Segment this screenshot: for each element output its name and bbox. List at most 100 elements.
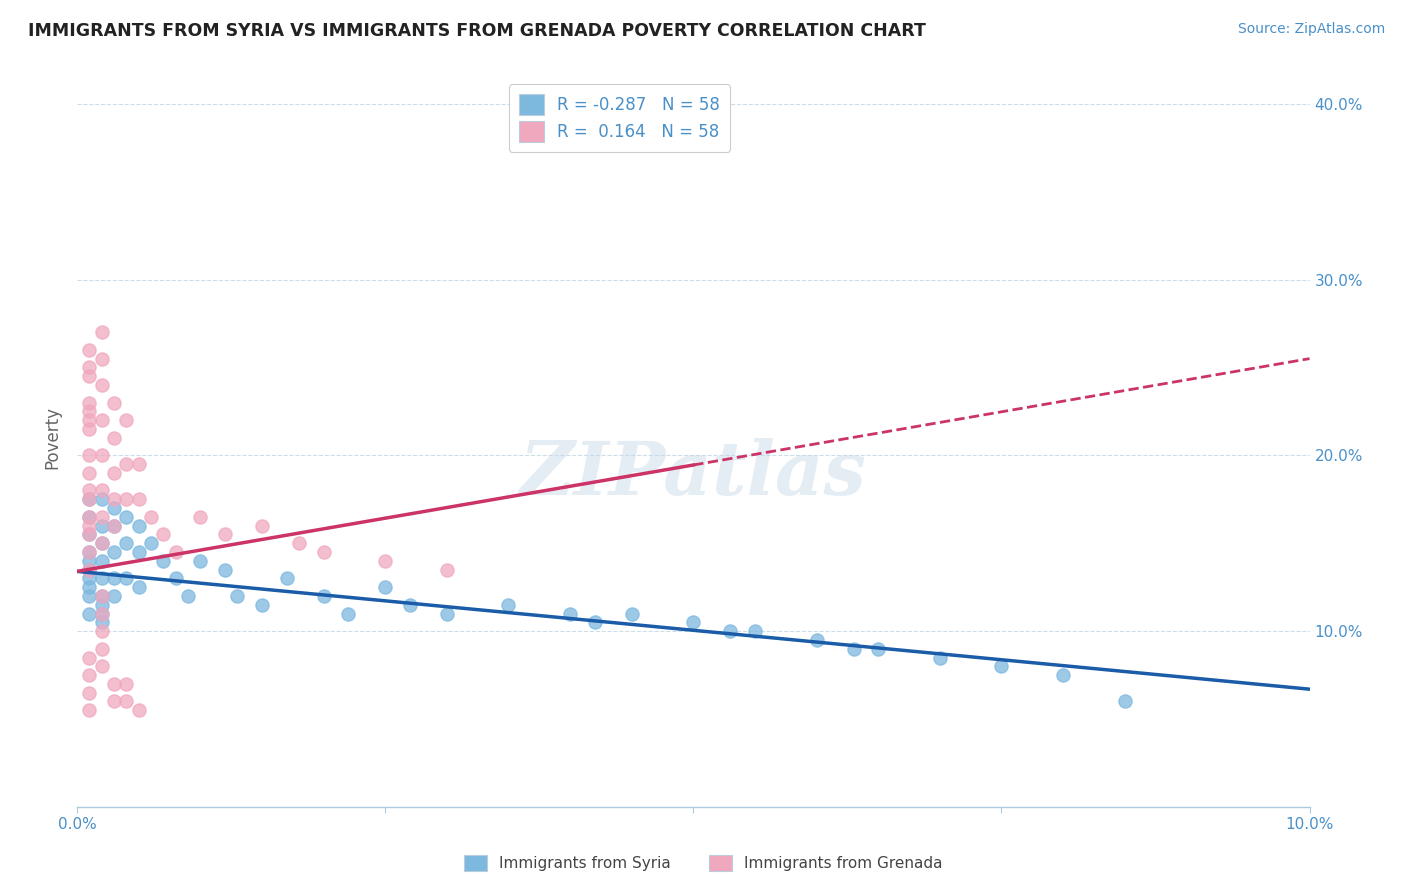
Point — [139, 536, 162, 550]
Point — [90, 413, 112, 427]
Point — [79, 492, 101, 507]
Point — [79, 404, 101, 418]
Point — [115, 677, 138, 691]
Point — [128, 580, 150, 594]
Point — [165, 571, 187, 585]
Point — [79, 580, 101, 594]
Point — [90, 483, 112, 498]
Point — [90, 589, 112, 603]
Point — [115, 492, 138, 507]
Point — [436, 607, 458, 621]
Point — [90, 554, 112, 568]
Point — [79, 343, 101, 357]
Point — [79, 545, 101, 559]
Point — [165, 545, 187, 559]
Point — [90, 607, 112, 621]
Point — [868, 641, 890, 656]
Point — [79, 686, 101, 700]
Point — [79, 413, 101, 427]
Point — [152, 554, 174, 568]
Point — [79, 518, 101, 533]
Point — [928, 650, 950, 665]
Point — [128, 457, 150, 471]
Point — [103, 518, 125, 533]
Point — [79, 607, 101, 621]
Point — [79, 466, 101, 480]
Point — [103, 501, 125, 516]
Point — [103, 466, 125, 480]
Point — [79, 668, 101, 682]
Point — [115, 457, 138, 471]
Point — [90, 509, 112, 524]
Point — [90, 351, 112, 366]
Point — [620, 607, 643, 621]
Point — [583, 615, 606, 630]
Point — [744, 624, 766, 639]
Point — [103, 589, 125, 603]
Point — [188, 509, 211, 524]
Point — [79, 554, 101, 568]
Point — [188, 554, 211, 568]
Point — [276, 571, 298, 585]
Point — [128, 518, 150, 533]
Point — [79, 509, 101, 524]
Point — [103, 545, 125, 559]
Point — [90, 448, 112, 462]
Point — [90, 615, 112, 630]
Point — [103, 677, 125, 691]
Point — [79, 703, 101, 717]
Point — [79, 571, 101, 585]
Point — [79, 422, 101, 436]
Point — [250, 518, 273, 533]
Point — [90, 536, 112, 550]
Text: IMMIGRANTS FROM SYRIA VS IMMIGRANTS FROM GRENADA POVERTY CORRELATION CHART: IMMIGRANTS FROM SYRIA VS IMMIGRANTS FROM… — [28, 22, 927, 40]
Point — [374, 554, 396, 568]
Point — [90, 536, 112, 550]
Point — [718, 624, 741, 639]
Point — [90, 624, 112, 639]
Point — [90, 641, 112, 656]
Point — [398, 598, 420, 612]
Point — [79, 360, 101, 375]
Point — [1052, 668, 1074, 682]
Point — [90, 659, 112, 673]
Point — [558, 607, 581, 621]
Point — [115, 413, 138, 427]
Point — [115, 509, 138, 524]
Point — [90, 378, 112, 392]
Point — [436, 563, 458, 577]
Point — [337, 607, 360, 621]
Text: ZIPatlas: ZIPatlas — [520, 439, 866, 511]
Point — [79, 483, 101, 498]
Point — [90, 325, 112, 339]
Point — [90, 598, 112, 612]
Point — [682, 615, 704, 630]
Point — [226, 589, 249, 603]
Point — [128, 545, 150, 559]
Legend: Immigrants from Syria, Immigrants from Grenada: Immigrants from Syria, Immigrants from G… — [457, 849, 949, 877]
Point — [152, 527, 174, 541]
Point — [90, 571, 112, 585]
Point — [79, 589, 101, 603]
Point — [79, 509, 101, 524]
Point — [214, 527, 236, 541]
Y-axis label: Poverty: Poverty — [44, 406, 60, 469]
Point — [214, 563, 236, 577]
Point — [139, 509, 162, 524]
Point — [90, 492, 112, 507]
Legend: R = -0.287   N = 58, R =  0.164   N = 58: R = -0.287 N = 58, R = 0.164 N = 58 — [509, 84, 730, 152]
Point — [312, 545, 335, 559]
Point — [103, 694, 125, 708]
Point — [288, 536, 311, 550]
Point — [90, 518, 112, 533]
Point — [115, 571, 138, 585]
Point — [1114, 694, 1136, 708]
Point — [115, 536, 138, 550]
Point — [103, 431, 125, 445]
Point — [79, 527, 101, 541]
Point — [79, 650, 101, 665]
Point — [79, 395, 101, 409]
Point — [103, 492, 125, 507]
Point — [128, 492, 150, 507]
Point — [103, 518, 125, 533]
